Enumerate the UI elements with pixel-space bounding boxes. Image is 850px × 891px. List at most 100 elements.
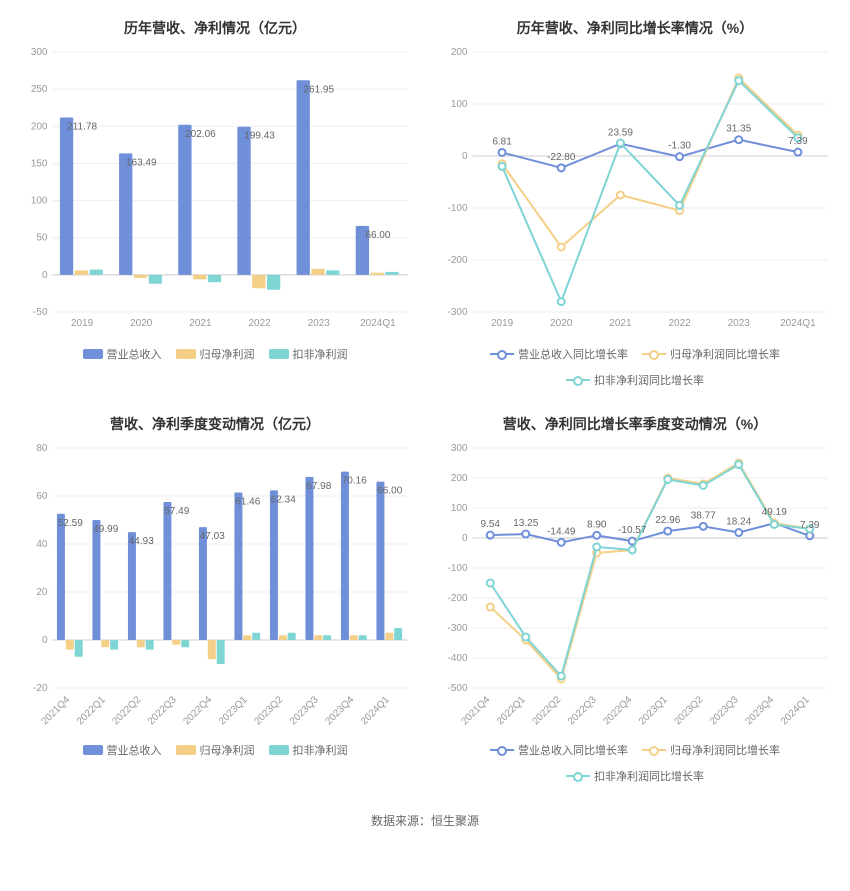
- svg-text:2022: 2022: [668, 318, 691, 329]
- legend: 营业总收入 归母净利润 扣非净利润: [10, 738, 420, 766]
- svg-text:66.00: 66.00: [377, 486, 402, 497]
- svg-text:250: 250: [31, 84, 48, 95]
- svg-text:211.78: 211.78: [67, 122, 97, 133]
- svg-text:70.16: 70.16: [342, 476, 367, 487]
- svg-text:2023Q2: 2023Q2: [672, 694, 705, 727]
- svg-text:2019: 2019: [71, 318, 94, 329]
- chart-body: -300-200-10001002006.81-22.8023.59-1.303…: [430, 42, 840, 342]
- legend: 营业总收入同比增长率归母净利润同比增长率扣非净利润同比增长率: [430, 738, 840, 792]
- svg-text:100: 100: [451, 99, 468, 110]
- svg-text:49.99: 49.99: [93, 524, 118, 535]
- svg-text:23.59: 23.59: [608, 128, 633, 139]
- svg-text:100: 100: [31, 196, 48, 207]
- svg-text:200: 200: [451, 47, 468, 58]
- svg-text:200: 200: [451, 473, 468, 484]
- legend-swatch: [83, 349, 103, 359]
- svg-text:2023Q1: 2023Q1: [637, 694, 670, 727]
- chart-body: -50050100150200250300211.78163.49202.061…: [10, 42, 420, 342]
- svg-text:62.34: 62.34: [271, 494, 296, 505]
- chart-title: 历年营收、净利情况（亿元）: [10, 10, 420, 42]
- svg-text:9.54: 9.54: [481, 519, 501, 530]
- legend-item[interactable]: 营业总收入同比增长率: [490, 742, 628, 758]
- legend: 营业总收入 归母净利润 扣非净利润: [10, 342, 420, 370]
- annual-bar-panel: 历年营收、净利情况（亿元） -50050100150200250300211.7…: [10, 10, 420, 396]
- legend-label: 营业总收入同比增长率: [518, 742, 628, 758]
- data-source-footer: 数据来源：恒生聚源: [0, 802, 850, 843]
- svg-text:2023: 2023: [728, 318, 751, 329]
- svg-text:2022: 2022: [248, 318, 271, 329]
- legend-swatch: [176, 745, 196, 755]
- legend-item[interactable]: 扣非净利润同比增长率: [566, 372, 704, 388]
- legend-item[interactable]: 归母净利润同比增长率: [642, 742, 780, 758]
- svg-text:2022Q3: 2022Q3: [566, 694, 599, 727]
- svg-text:-50: -50: [33, 307, 48, 318]
- svg-text:-200: -200: [447, 593, 467, 604]
- svg-text:300: 300: [451, 443, 468, 454]
- legend-item[interactable]: 扣非净利润: [269, 742, 348, 758]
- svg-text:38.77: 38.77: [691, 510, 716, 521]
- svg-text:2022Q4: 2022Q4: [181, 694, 214, 727]
- legend: 营业总收入同比增长率归母净利润同比增长率扣非净利润同比增长率: [430, 342, 840, 396]
- legend-label: 扣非净利润: [293, 742, 348, 758]
- svg-text:61.46: 61.46: [235, 496, 260, 507]
- legend-label: 营业总收入同比增长率: [518, 346, 628, 362]
- svg-text:2019: 2019: [491, 318, 514, 329]
- legend-label: 归母净利润: [200, 742, 255, 758]
- svg-text:2020: 2020: [130, 318, 153, 329]
- svg-text:2021Q4: 2021Q4: [39, 694, 72, 727]
- svg-text:-10.57: -10.57: [618, 525, 647, 536]
- svg-text:7.39: 7.39: [800, 520, 820, 531]
- svg-text:80: 80: [36, 443, 48, 454]
- legend-swatch: [83, 745, 103, 755]
- svg-text:60: 60: [36, 491, 48, 502]
- svg-text:100: 100: [451, 503, 468, 514]
- svg-text:163.49: 163.49: [126, 157, 157, 168]
- svg-text:2021: 2021: [189, 318, 212, 329]
- svg-text:2023: 2023: [308, 318, 331, 329]
- svg-text:18.24: 18.24: [726, 517, 751, 528]
- svg-text:2024Q1: 2024Q1: [360, 318, 396, 329]
- legend-swatch: [490, 749, 514, 751]
- svg-text:57.49: 57.49: [164, 506, 189, 517]
- legend-label: 营业总收入: [107, 346, 162, 362]
- legend-label: 扣非净利润同比增长率: [594, 372, 704, 388]
- legend-swatch: [490, 353, 514, 355]
- svg-text:2022Q1: 2022Q1: [75, 694, 108, 727]
- legend-swatch: [642, 353, 666, 355]
- svg-text:2024Q1: 2024Q1: [779, 694, 812, 727]
- legend-item[interactable]: 归母净利润: [176, 346, 255, 362]
- svg-text:13.25: 13.25: [513, 518, 538, 529]
- annual-growth-panel: 历年营收、净利同比增长率情况（%） -300-200-10001002006.8…: [430, 10, 840, 396]
- svg-text:-14.49: -14.49: [547, 526, 576, 537]
- legend-item[interactable]: 归母净利润同比增长率: [642, 346, 780, 362]
- svg-text:-100: -100: [447, 563, 467, 574]
- svg-text:2022Q2: 2022Q2: [110, 694, 143, 727]
- legend-item[interactable]: 扣非净利润同比增长率: [566, 768, 704, 784]
- svg-text:-22.80: -22.80: [547, 152, 576, 163]
- svg-text:20: 20: [36, 587, 48, 598]
- legend-item[interactable]: 归母净利润: [176, 742, 255, 758]
- legend-label: 扣非净利润: [293, 346, 348, 362]
- svg-text:47.03: 47.03: [200, 531, 225, 542]
- svg-text:0: 0: [42, 270, 48, 281]
- svg-text:49.19: 49.19: [762, 507, 787, 518]
- chart-title: 营收、净利同比增长率季度变动情况（%）: [430, 406, 840, 438]
- legend-item[interactable]: 营业总收入: [83, 742, 162, 758]
- legend-label: 归母净利润: [200, 346, 255, 362]
- svg-text:-400: -400: [447, 653, 467, 664]
- svg-text:-20: -20: [33, 683, 48, 694]
- svg-text:2022Q2: 2022Q2: [530, 694, 563, 727]
- svg-text:0: 0: [462, 533, 468, 544]
- svg-text:-1.30: -1.30: [668, 141, 691, 152]
- legend-item[interactable]: 营业总收入同比增长率: [490, 346, 628, 362]
- legend-label: 扣非净利润同比增长率: [594, 768, 704, 784]
- svg-text:2023Q4: 2023Q4: [743, 694, 776, 727]
- legend-label: 营业总收入: [107, 742, 162, 758]
- svg-text:199.43: 199.43: [244, 131, 275, 142]
- svg-text:2022Q4: 2022Q4: [601, 694, 634, 727]
- svg-text:2024Q1: 2024Q1: [780, 318, 816, 329]
- legend-item[interactable]: 营业总收入: [83, 346, 162, 362]
- legend-item[interactable]: 扣非净利润: [269, 346, 348, 362]
- svg-text:202.06: 202.06: [185, 129, 216, 140]
- svg-text:2023Q1: 2023Q1: [217, 694, 250, 727]
